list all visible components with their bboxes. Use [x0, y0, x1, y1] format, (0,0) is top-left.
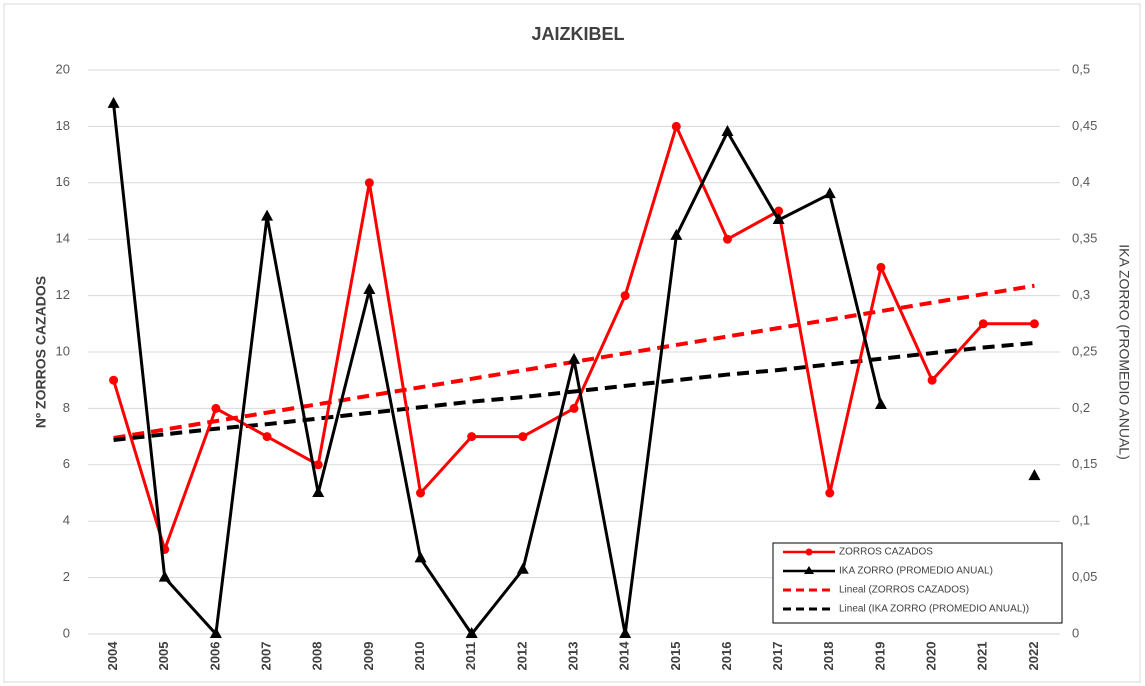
y2-tick-label: 0,1 [1072, 513, 1090, 528]
x-tick-label: 2004 [105, 641, 120, 671]
y-tick-label: 4 [63, 513, 70, 528]
point [874, 398, 887, 410]
x-tick-label: 2009 [361, 642, 376, 671]
y-tick-label: 14 [56, 231, 70, 246]
point [262, 432, 272, 442]
point [364, 178, 374, 188]
y-tick-label: 6 [63, 456, 70, 471]
y2-tick-label: 0 [1072, 625, 1079, 640]
point [721, 125, 734, 137]
x-tick-label: 2008 [310, 642, 325, 671]
y-axis-label: Nº ZORROS CAZADOS [33, 276, 49, 428]
point [109, 375, 119, 385]
point [261, 209, 274, 221]
legend-box [772, 542, 1063, 624]
x-tick-label: 2021 [975, 642, 990, 671]
y2-tick-label: 0,5 [1072, 61, 1090, 76]
legend-label: Lineal (ZORROS CAZADOS) [839, 585, 969, 596]
point [774, 206, 784, 216]
y-tick-label: 20 [56, 61, 70, 76]
x-tick-label: 2022 [1026, 642, 1041, 671]
y2-tick-label: 0,45 [1072, 118, 1097, 133]
point [465, 627, 478, 638]
legend-label: IKA ZORRO (PROMEDIO ANUAL) [839, 566, 993, 577]
point [978, 319, 988, 329]
y2-tick-label: 0,4 [1072, 174, 1090, 189]
x-tick-label: 2017 [770, 642, 785, 671]
point [414, 551, 427, 563]
x-tick-label: 2019 [872, 642, 887, 671]
point [670, 228, 683, 240]
point [312, 486, 325, 497]
y2-axis-label: IKA ZORRO (PROMEDIO ANUAL) [1116, 244, 1132, 459]
y-tick-label: 12 [56, 287, 70, 302]
legend-marker [804, 566, 814, 574]
y2-tick-label: 0,35 [1072, 231, 1097, 246]
point [619, 627, 632, 638]
point [518, 432, 528, 442]
y-tick-label: 0 [63, 625, 70, 640]
point [671, 121, 681, 131]
x-tick-label: 2016 [719, 642, 734, 671]
y2-tick-label: 0,15 [1072, 456, 1097, 471]
x-tick-label: 2020 [924, 642, 939, 671]
point [313, 460, 323, 470]
x-tick-label: 2011 [463, 642, 478, 670]
point [772, 213, 785, 225]
legend-label: Lineal (IKA ZORRO (PROMEDIO ANUAL)) [839, 604, 1029, 615]
x-tick-label: 2015 [668, 642, 683, 671]
y2-tick-label: 0,2 [1072, 400, 1090, 415]
x-tick-label: 2018 [821, 642, 836, 671]
point [1028, 469, 1041, 481]
y-tick-label: 2 [63, 569, 70, 584]
y-tick-label: 18 [56, 118, 70, 133]
x-tick-label: 2007 [258, 642, 273, 671]
x-tick-label: 2013 [565, 642, 580, 671]
y-tick-label: 8 [63, 400, 70, 415]
point [209, 627, 222, 638]
point [927, 375, 937, 385]
x-tick-label: 2006 [207, 642, 222, 671]
y2-tick-label: 0,05 [1072, 569, 1097, 584]
x-tick-label: 2010 [412, 642, 427, 671]
x-tick-label: 2014 [617, 641, 632, 671]
point [722, 234, 732, 244]
x-tick-label: 2012 [514, 642, 529, 671]
y2-tick-label: 0,25 [1072, 343, 1097, 358]
point [825, 488, 835, 498]
y2-tick-label: 0,3 [1072, 287, 1090, 302]
point [416, 488, 426, 498]
point [467, 432, 477, 442]
point [620, 291, 630, 301]
legend-label: ZORROS CAZADOS [839, 547, 933, 558]
trend-line [113, 340, 1035, 442]
point [1029, 319, 1039, 329]
point [211, 403, 221, 413]
point [568, 352, 580, 364]
point [823, 187, 836, 199]
point [363, 282, 376, 294]
x-tick-label: 2005 [156, 642, 171, 671]
chart-title: JAIZKIBEL [531, 24, 624, 44]
y-tick-label: 10 [56, 343, 70, 358]
point [158, 570, 171, 582]
y-tick-label: 16 [56, 174, 70, 189]
legend-marker [805, 548, 813, 556]
point [516, 562, 529, 574]
point [569, 403, 579, 413]
point [876, 262, 886, 272]
point [107, 96, 120, 108]
